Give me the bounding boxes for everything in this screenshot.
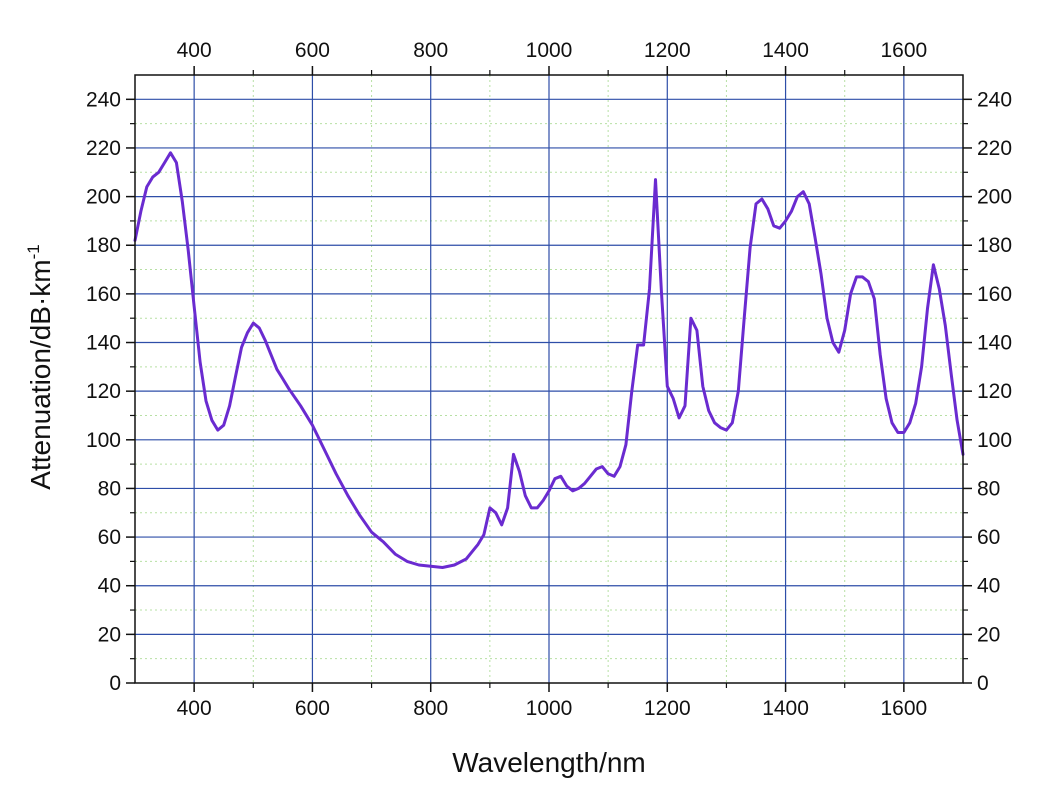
y-left-tick-label: 200 [86, 186, 121, 209]
series-layer [133, 151, 965, 569]
x-tick-label: 600 [295, 697, 330, 720]
y-left-tick-label: 100 [86, 429, 121, 452]
y-left-tick-label: 40 [98, 575, 121, 598]
x-top-tick-label: 1600 [880, 39, 927, 62]
y-right-tick-label: 60 [977, 526, 1000, 549]
x-top-tick-label: 800 [413, 39, 448, 62]
y-right-tick-label: 100 [977, 429, 1012, 452]
x-top-tick-label: 1200 [644, 39, 691, 62]
minor-grid [135, 75, 963, 683]
y-left-tick-label: 60 [98, 526, 121, 549]
x-tick-label: 1600 [880, 697, 927, 720]
y-left-tick-label: 240 [86, 88, 121, 111]
y-left-tick-label: 180 [86, 234, 121, 257]
y-left-tick-label: 0 [109, 672, 121, 695]
y-axis-title-text: Attenuation/dB·km [25, 259, 56, 489]
y-right-tick-label: 220 [977, 137, 1012, 160]
y-right-tick-label: 160 [977, 283, 1012, 306]
x-tick-label: 1200 [644, 697, 691, 720]
y-right-tick-label: 200 [977, 186, 1012, 209]
y-axis-title: Attenuation/dB·km-1 [24, 244, 56, 489]
x-axis-title: Wavelength/nm [452, 747, 646, 778]
x-top-tick-label: 600 [295, 39, 330, 62]
y-left-tick-label: 140 [86, 332, 121, 355]
y-right-tick-label: 120 [977, 380, 1012, 403]
y-right-tick-label: 0 [977, 672, 989, 695]
tick-marks [126, 66, 972, 692]
y-left-tick-label: 20 [98, 623, 121, 646]
y-left-tick-label: 80 [98, 477, 121, 500]
y-right-tick-label: 140 [977, 332, 1012, 355]
y-left-tick-label: 120 [86, 380, 121, 403]
y-left-tick-label: 220 [86, 137, 121, 160]
x-top-tick-label: 1000 [526, 39, 573, 62]
x-tick-label: 400 [177, 697, 212, 720]
y-axis-title-exponent: -1 [24, 244, 43, 259]
y-right-tick-label: 20 [977, 623, 1000, 646]
y-right-tick-label: 180 [977, 234, 1012, 257]
major-grid [135, 75, 963, 683]
x-tick-label: 1000 [526, 697, 573, 720]
x-top-tick-label: 1400 [762, 39, 809, 62]
attenuation-series-line [133, 151, 965, 569]
y-left-tick-label: 160 [86, 283, 121, 306]
y-right-tick-label: 80 [977, 477, 1000, 500]
x-tick-label: 1400 [762, 697, 809, 720]
x-top-tick-label: 400 [177, 39, 212, 62]
y-right-tick-label: 240 [977, 88, 1012, 111]
x-tick-label: 800 [413, 697, 448, 720]
y-right-tick-label: 40 [977, 575, 1000, 598]
tick-labels: 4004006006008008001000100012001200140014… [86, 39, 1012, 720]
